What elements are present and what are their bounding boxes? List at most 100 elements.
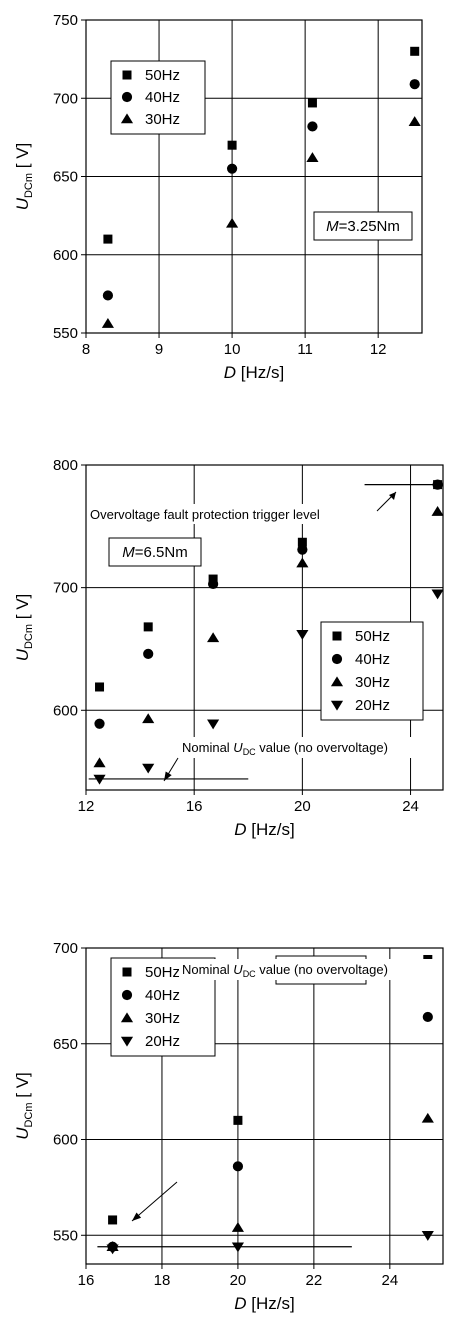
series-40Hz [102, 79, 420, 301]
y-axis-label: UDCm [ V] [13, 594, 35, 662]
chart-panel-3: 16 18 20 22 24 550 600 650 700 D [Hz/s] UDCm [ V] 5… [13, 940, 444, 1313]
legend-label-40Hz: 40Hz [145, 987, 180, 1004]
legend-label-40Hz: 40Hz [355, 651, 390, 668]
legend-label-30Hz: 30Hz [355, 674, 390, 691]
legend-label-50Hz: 50Hz [145, 964, 180, 981]
data-point-20Hz [142, 763, 155, 774]
data-point-30Hz [306, 152, 319, 162]
data-point-20Hz [421, 1231, 434, 1241]
data-point-50Hz [143, 622, 153, 632]
x-tick-label: 22 [306, 1272, 323, 1289]
legend-marker-20Hz [330, 700, 344, 711]
data-point-40Hz [208, 578, 219, 590]
data-point-40Hz [226, 163, 238, 174]
data-point-40Hz [94, 718, 105, 729]
y-tick-label: 600 [53, 702, 78, 719]
data-point-20Hz [207, 719, 220, 730]
y-tick-label: 600 [53, 1132, 78, 1149]
series-20Hz [93, 589, 444, 785]
data-point-40Hz [232, 1161, 244, 1172]
series-30Hz [101, 116, 421, 328]
series-40Hz [94, 479, 443, 729]
x-axis-label: D [Hz/s] [234, 820, 294, 839]
data-point-30Hz [226, 217, 239, 228]
series-20Hz [106, 1231, 434, 1255]
data-point-50Hz [108, 1215, 118, 1225]
torque-annotation: M=6.5Nm [108, 537, 202, 567]
x-tick-label: 10 [224, 341, 241, 358]
legend-marker-30Hz [120, 113, 134, 124]
legend-marker-20Hz [120, 1036, 134, 1047]
x-axis-label: D [Hz/s] [234, 1294, 294, 1313]
torque-annotation: M=3.25Nm [313, 211, 413, 241]
x-tick-label: 12 [370, 341, 387, 358]
x-tick-label: 16 [78, 1272, 95, 1289]
legend-label-50Hz: 50Hz [145, 67, 180, 84]
legend-label-20Hz: 20Hz [145, 1033, 180, 1050]
plot-frame [85, 464, 444, 791]
data-point-30Hz [431, 505, 444, 516]
data-point-20Hz [231, 1242, 244, 1253]
y-tick-label: 550 [53, 1227, 78, 1244]
x-tick-label: 16 [186, 798, 203, 815]
data-point-20Hz [93, 774, 106, 785]
data-point-40Hz [143, 648, 154, 659]
data-point-50Hz [95, 682, 105, 692]
data-point-20Hz [106, 1244, 119, 1255]
data-point-50Hz [103, 234, 113, 244]
torque-annotation-box [313, 211, 413, 241]
legend-label-30Hz: 30Hz [145, 111, 180, 128]
x-tick-label: 12 [78, 798, 95, 815]
data-point-50Hz [297, 537, 307, 547]
x-tick-label: 20 [230, 1272, 247, 1289]
nominal-label: Nominal UDC value (no overvoltage) [182, 962, 388, 979]
nominal-label: Nominal UDC value (no overvoltage) [182, 740, 388, 757]
legend-marker-50Hz [122, 967, 132, 977]
legend-marker-40Hz [121, 989, 133, 1001]
nominal-arrowhead [132, 1212, 142, 1221]
y-tick-label: 600 [53, 247, 78, 264]
y-tick-label: 650 [53, 1036, 78, 1053]
legend-marker-50Hz [122, 70, 132, 80]
data-point-20Hz [296, 630, 309, 640]
data-point-30Hz [408, 116, 421, 126]
data-point-20Hz [431, 589, 444, 600]
overvoltage-arrowhead [389, 492, 396, 500]
legend: 50Hz 40Hz 30Hz 20Hz [320, 621, 424, 721]
nominal-arrow [131, 1181, 178, 1222]
legend-label-30Hz: 30Hz [145, 1010, 180, 1027]
x-tick-label: 11 [297, 341, 313, 358]
y-tick-label: 700 [53, 580, 78, 597]
torque-annotation-box [108, 537, 202, 567]
data-point-50Hz [227, 140, 237, 150]
data-point-30Hz [207, 632, 220, 643]
legend-label-50Hz: 50Hz [355, 628, 390, 645]
x-tick-label: 24 [402, 798, 419, 815]
chart-panel-2: 12 16 20 24 600 700 800 D [Hz/s] UDCm [ V] 50Hz 40… [13, 457, 444, 839]
x-tick-label: 20 [294, 798, 311, 815]
data-point-40Hz [409, 79, 420, 90]
data-point-40Hz [297, 544, 308, 555]
nominal-label-bg [179, 959, 441, 980]
legend-label-40Hz: 40Hz [145, 89, 180, 106]
torque-label: M=3.25Nm [326, 218, 400, 235]
data-point-40Hz [307, 121, 318, 132]
legend-marker-40Hz [121, 91, 133, 103]
plot-frame [85, 947, 444, 1265]
y-axis-label: UDCm [ V] [13, 143, 35, 211]
x-tick-label: 24 [381, 1272, 398, 1289]
x-tick-label: 8 [82, 341, 90, 358]
legend-marker-50Hz [332, 631, 342, 641]
legend-marker-40Hz [331, 653, 343, 665]
overvoltage-label: Overvoltage fault protection trigger lev… [90, 507, 320, 522]
legend: 50Hz 40Hz 30Hz [110, 60, 206, 135]
y-tick-label: 700 [53, 940, 78, 957]
data-point-30Hz [142, 713, 155, 724]
series-30Hz [106, 1112, 434, 1251]
y-tick-label: 800 [53, 457, 78, 474]
data-point-30Hz [101, 317, 114, 328]
series-50Hz [103, 46, 420, 244]
data-point-30Hz [231, 1221, 244, 1232]
nominal-arrowhead [164, 771, 172, 781]
